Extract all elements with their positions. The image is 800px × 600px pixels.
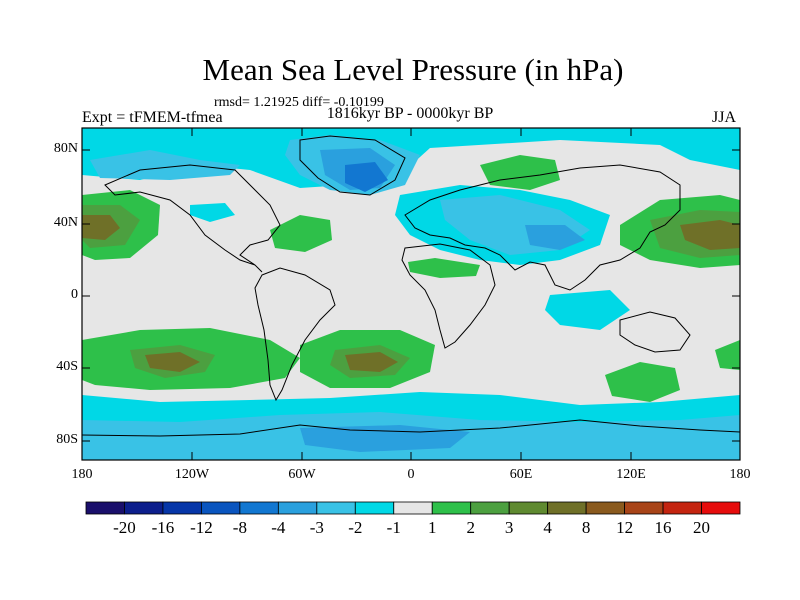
colorbar xyxy=(85,501,741,515)
period-label: 1816kyr BP - 0000kyr BP xyxy=(326,105,494,122)
colorbar-swatch-8 xyxy=(393,501,433,515)
stats-text: rmsd= 1.21925 diff= -0.10199 xyxy=(214,95,384,110)
colorbar-label: -3 xyxy=(309,518,324,537)
colorbar-label: 8 xyxy=(581,518,591,537)
figure-title: Mean Sea Level Pressure (in hPa) xyxy=(202,52,624,87)
colorbar-swatch-1 xyxy=(124,501,164,515)
colorbar-swatch-11 xyxy=(508,501,549,515)
lon-label-120e: 120E xyxy=(616,467,646,482)
arctic-russia-high xyxy=(480,155,560,190)
colorbar-swatch-3 xyxy=(201,501,241,515)
indian-ocean-anomaly xyxy=(545,290,630,330)
south-pacific-high-east xyxy=(715,340,740,370)
colorbar-label: -8 xyxy=(232,518,247,537)
lon-label-120w: 120W xyxy=(174,467,210,482)
colorbar-label: 12 xyxy=(616,518,634,537)
lon-label-180w: 180 xyxy=(71,467,93,482)
africa-coast xyxy=(401,243,496,349)
colorbar-swatch-4 xyxy=(239,501,279,515)
north-atlantic-high xyxy=(270,215,332,252)
colorbar-swatch-15 xyxy=(662,501,702,515)
siberia-anomaly xyxy=(90,150,240,180)
colorbar-swatch-13 xyxy=(585,501,625,515)
lat-label-80s: 80S xyxy=(56,432,78,447)
asia-anomaly-core xyxy=(525,225,585,250)
south-indian-high xyxy=(605,362,680,402)
colorbar-swatch-10 xyxy=(470,501,510,515)
lat-label-40s: 40S xyxy=(56,359,78,374)
colorbar-label: 3 xyxy=(504,518,514,537)
colorbar-label: 2 xyxy=(466,518,475,537)
colorbar-label: 20 xyxy=(693,518,711,537)
lat-label-0: 0 xyxy=(71,287,78,302)
south-pacific-high-core xyxy=(145,352,200,372)
colorbar-swatch-5 xyxy=(277,501,318,515)
colorbar-label: 1 xyxy=(427,518,437,537)
latitude-ticks xyxy=(82,149,740,442)
colorbar-label: -20 xyxy=(113,518,136,537)
lon-label-0: 0 xyxy=(407,467,415,482)
experiment-label: Expt = tFMEM-tfmea xyxy=(82,109,223,126)
colorbar-swatch-14 xyxy=(624,501,664,515)
eurasia-coast xyxy=(404,164,681,291)
greenland-anomaly-core xyxy=(345,162,388,192)
lon-label-60e: 60E xyxy=(509,467,533,482)
antarctica-coast xyxy=(82,419,740,437)
colorbar-swatch-6 xyxy=(316,501,356,515)
colorbar-swatch-0 xyxy=(85,501,125,515)
lat-label-80n: 80N xyxy=(53,141,78,156)
lon-label-180e: 180 xyxy=(729,467,751,482)
south-america-coast xyxy=(254,267,336,402)
colorbar-label: -1 xyxy=(386,518,401,537)
greenland-coast xyxy=(299,135,406,196)
colorbar-swatch-2 xyxy=(162,501,202,515)
colorbar-label: -12 xyxy=(190,518,213,537)
colorbar-label: 16 xyxy=(654,518,672,537)
season-label: JJA xyxy=(712,109,737,126)
lat-label-40n: 40N xyxy=(53,215,78,230)
south-atlantic-high-core xyxy=(345,352,398,372)
north-pacific-high-east-core xyxy=(680,220,740,250)
colorbar-swatch-16 xyxy=(701,501,741,515)
north-africa-high xyxy=(408,258,480,278)
colorbar-label: 4 xyxy=(543,518,552,537)
north-america-coast xyxy=(104,164,281,273)
pressure-field xyxy=(82,128,740,460)
colorbar-label: -2 xyxy=(348,518,363,537)
coastlines xyxy=(82,135,740,437)
colorbar-label: -4 xyxy=(271,518,286,537)
pacific-anomaly-small xyxy=(190,203,235,222)
colorbar-swatch-9 xyxy=(431,501,472,515)
lon-label-60w: 60W xyxy=(288,467,316,482)
colorbar-swatch-7 xyxy=(354,501,395,515)
australia-coast xyxy=(619,311,691,353)
north-pacific-high-west-core xyxy=(82,215,120,240)
longitude-ticks xyxy=(191,128,632,460)
colorbar-swatch-12 xyxy=(547,501,587,515)
colorbar-label: -16 xyxy=(151,518,175,537)
